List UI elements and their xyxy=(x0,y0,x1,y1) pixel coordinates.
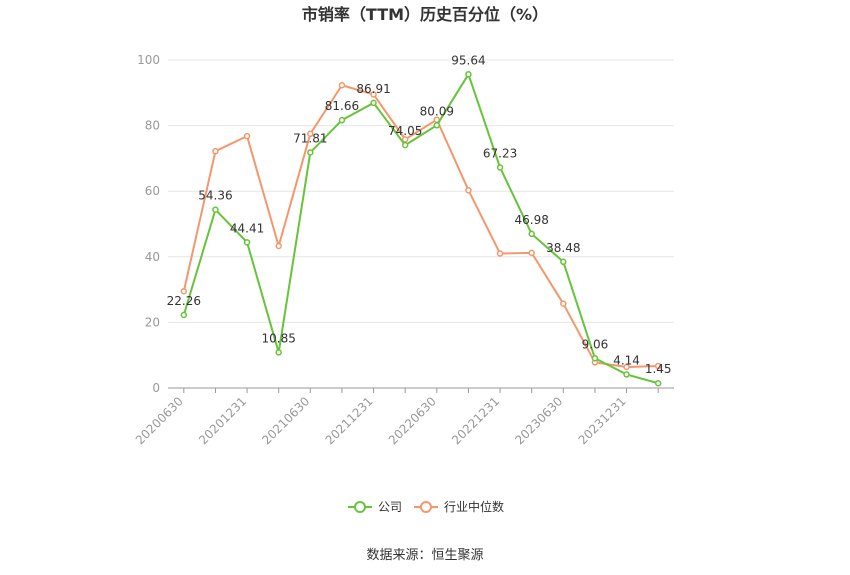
legend-item-0[interactable]: 公司 xyxy=(348,500,402,514)
legend-swatch-marker xyxy=(420,501,432,513)
data-point[interactable] xyxy=(370,99,377,107)
legend-label: 行业中位数 xyxy=(444,499,504,514)
data-point[interactable] xyxy=(180,311,188,319)
data-point[interactable] xyxy=(496,250,504,257)
x-axis: 20200630 20201231 20210630 20211231 20220630… xyxy=(133,387,674,447)
y-tick-label: 80 xyxy=(145,119,160,133)
legend-item-1[interactable]: 行业中位数 xyxy=(414,499,504,514)
series-line-1 xyxy=(182,84,659,369)
source-note: 数据来源：恒生聚源 xyxy=(366,548,483,563)
data-point[interactable] xyxy=(433,122,441,129)
data-label: 1.45 xyxy=(645,362,672,376)
x-tick-label: 20200630 xyxy=(133,394,186,447)
data-point[interactable] xyxy=(307,130,314,138)
data-point[interactable] xyxy=(370,91,377,98)
chart-title: 市销率（TTM）历史百分位（%） xyxy=(302,5,548,24)
data-label: 54.36 xyxy=(198,189,232,203)
y-tick-label: 100 xyxy=(137,53,160,67)
data-point[interactable] xyxy=(212,147,219,155)
legend-swatch-marker xyxy=(354,501,366,513)
data-point[interactable] xyxy=(338,82,346,89)
data-point[interactable] xyxy=(243,239,251,246)
data-point[interactable] xyxy=(275,349,282,356)
data-point[interactable] xyxy=(465,71,472,78)
data-point[interactable] xyxy=(528,249,535,257)
data-point[interactable] xyxy=(338,116,346,124)
data-label: 9.06 xyxy=(582,337,609,351)
x-tick-label: 20221231 xyxy=(449,394,502,447)
data-label: 95.64 xyxy=(451,53,485,67)
legend[interactable]: 公司 行业中位数 xyxy=(348,499,504,514)
data-point[interactable] xyxy=(591,355,599,362)
data-point[interactable] xyxy=(654,362,662,370)
x-tick-label: 20211231 xyxy=(323,394,376,447)
legend-label: 公司 xyxy=(378,500,402,514)
data-label: 44.41 xyxy=(230,221,264,235)
x-tick-label: 20231231 xyxy=(576,394,629,447)
data-label: 80.09 xyxy=(420,104,454,118)
data-point[interactable] xyxy=(465,186,472,194)
data-label: 67.23 xyxy=(483,146,517,160)
data-label: 86.91 xyxy=(356,82,390,96)
data-label: 74.05 xyxy=(388,124,422,138)
y-tick-label: 0 xyxy=(152,381,160,395)
y-tick-label: 20 xyxy=(145,315,160,329)
data-label: 22.26 xyxy=(167,294,201,308)
x-tick-label: 20230630 xyxy=(512,394,565,447)
data-point[interactable] xyxy=(401,141,409,149)
y-tick-label: 60 xyxy=(145,184,160,198)
data-point[interactable] xyxy=(212,206,219,213)
data-point[interactable] xyxy=(654,379,662,387)
data-point[interactable] xyxy=(307,149,314,156)
data-label: 4.14 xyxy=(613,353,640,367)
data-point[interactable] xyxy=(560,258,567,266)
data-point[interactable] xyxy=(496,164,504,171)
y-tick-label: 40 xyxy=(145,250,160,264)
x-tick-label: 20201231 xyxy=(196,394,249,447)
y-axis: 0 20 40 60 80 100 xyxy=(137,53,160,395)
data-point[interactable] xyxy=(528,230,535,238)
data-point[interactable] xyxy=(560,300,567,307)
data-point[interactable] xyxy=(180,287,188,295)
series-layer xyxy=(180,71,662,387)
data-label: 38.48 xyxy=(546,241,580,255)
data-point[interactable] xyxy=(275,242,282,250)
data-point[interactable] xyxy=(623,363,630,371)
data-label: 10.85 xyxy=(262,331,296,345)
data-labels: 22.26 54.36 44.41 10.85 71.81 81.66 86.91 74.05… xyxy=(167,53,672,376)
data-point[interactable] xyxy=(623,371,630,378)
x-tick-label: 20220630 xyxy=(386,394,439,447)
data-label: 81.66 xyxy=(325,99,359,113)
series-line-0 xyxy=(182,73,659,385)
x-tick-label: 20210630 xyxy=(259,394,312,447)
data-label: 46.98 xyxy=(515,213,549,227)
data-point[interactable] xyxy=(243,132,251,140)
data-label: 71.81 xyxy=(293,131,327,145)
